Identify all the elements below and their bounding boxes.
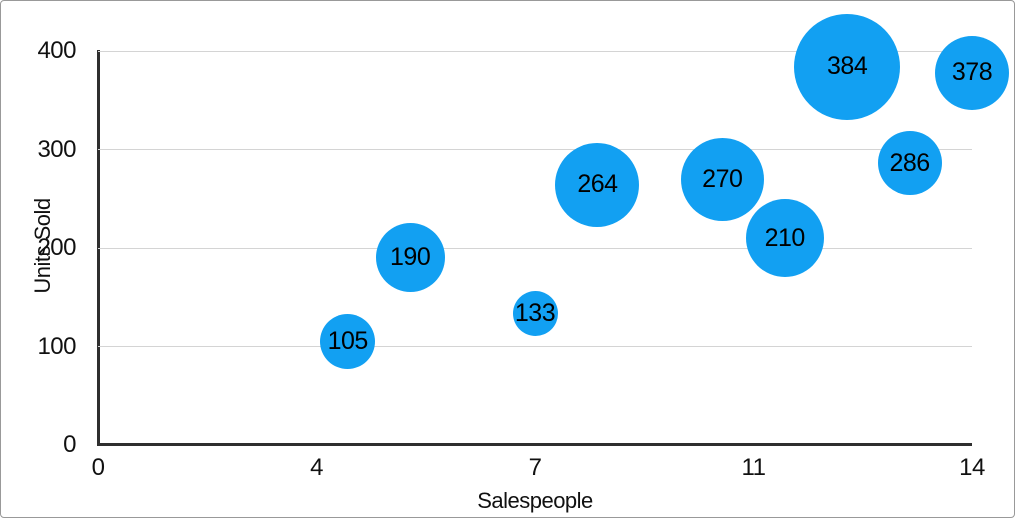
bubble-value-label: 378: [951, 58, 993, 87]
y-axis-tick-label-200: 200: [37, 234, 76, 261]
bubble-value-label: 190: [390, 243, 431, 272]
bubble-value-label: 384: [827, 52, 868, 81]
x-axis-tick-label-0: 0: [91, 454, 105, 481]
x-axis-line: [97, 443, 972, 446]
y-gridline-100: [98, 346, 972, 347]
bubble-286[interactable]: 286: [877, 131, 942, 196]
bubble-value-label: 105: [327, 327, 369, 356]
bubble-270[interactable]: 270: [680, 137, 764, 221]
bubble-value-label: 286: [889, 148, 930, 177]
y-gridline-300: [98, 149, 972, 150]
bubble-133[interactable]: 133: [512, 291, 558, 337]
y-gridline-400: [98, 50, 972, 52]
bubble-value-label: 264: [577, 170, 618, 199]
bubble-190[interactable]: 190: [375, 223, 445, 293]
y-axis-tick-label-300: 300: [37, 135, 76, 163]
x-axis-tick-label-4: 4: [310, 454, 323, 481]
y-axis-tick-label-100: 100: [37, 332, 76, 360]
bubble-384[interactable]: 384: [794, 13, 901, 120]
bubble-210[interactable]: 210: [745, 199, 824, 278]
y-axis-tick-label-400: 400: [37, 37, 76, 64]
bubble-264[interactable]: 264: [555, 142, 640, 227]
bubble-378[interactable]: 378: [935, 35, 1009, 110]
bubble-value-label: 133: [514, 299, 556, 328]
bubble-value-label: 210: [764, 223, 806, 252]
x-axis-title: Salespeople: [477, 488, 593, 513]
x-axis-tick-label-7: 7: [528, 454, 542, 481]
y-gridline-200: [98, 247, 972, 249]
x-axis-tick-label-11: 11: [741, 454, 766, 481]
y-axis-tick-label-0: 0: [63, 431, 76, 458]
bubble-105[interactable]: 105: [320, 314, 376, 370]
x-axis-tick-label-14: 14: [959, 454, 985, 481]
bubble-value-label: 270: [702, 164, 743, 193]
